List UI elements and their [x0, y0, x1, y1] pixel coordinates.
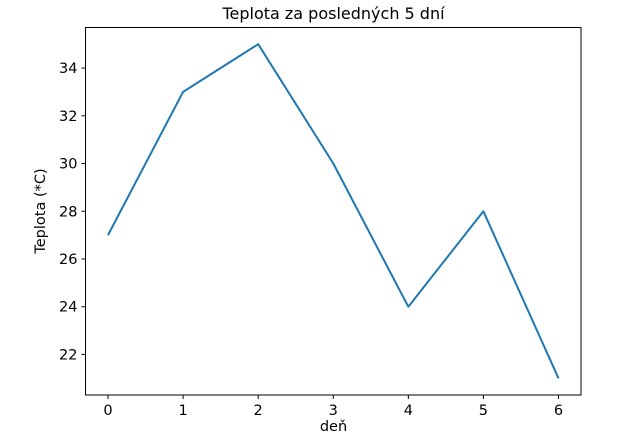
y-tick-label: 28	[59, 204, 77, 220]
x-tick-label: 6	[554, 403, 563, 419]
x-tick-label: 3	[329, 403, 338, 419]
chart-title: Teplota za posledných 5 dní	[222, 4, 445, 23]
line-series	[107, 43, 560, 379]
y-tick-label: 34	[59, 61, 77, 77]
x-tick-label: 2	[254, 403, 263, 419]
x-axis-label: deň	[319, 419, 348, 435]
x-tick-label: 1	[178, 403, 187, 419]
y-tick-label: 26	[59, 252, 77, 268]
x-tick-label: 4	[404, 403, 413, 419]
x-axis-ticks: 0 1 2 3 4 5 6	[103, 395, 563, 419]
y-tick-label: 24	[59, 300, 77, 316]
y-tick-label: 30	[59, 157, 77, 173]
plot-frame	[85, 27, 582, 396]
x-tick-label: 0	[103, 403, 112, 419]
y-tick-label: 22	[59, 347, 77, 363]
y-axis-ticks: 22 24 26 28 30 32 34	[59, 61, 86, 363]
temperature-line-series	[107, 43, 560, 379]
y-tick-label: 32	[59, 109, 77, 125]
x-tick-label: 5	[479, 403, 488, 419]
